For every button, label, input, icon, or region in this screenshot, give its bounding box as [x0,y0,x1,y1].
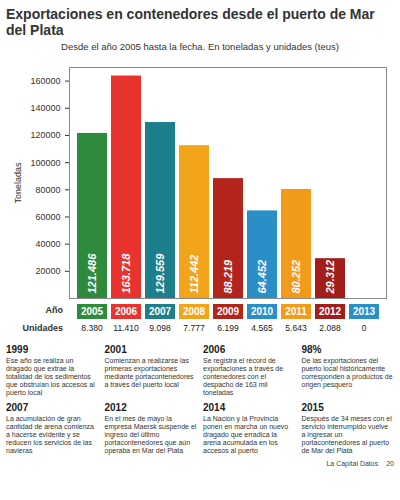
svg-text:112.442: 112.442 [188,255,200,294]
html-text:Exportaciones en contenedores: Exportaciones en contenedores desde el p… [6,6,375,38]
html-text:5.643: 5.643 [285,323,307,333]
svg-text:80.252: 80.252 [290,260,302,294]
html-text:2011: 2011 [285,306,307,317]
html-text:En el mes de mayo la empresa M: En el mes de mayo la empresa Maersk susp… [104,415,197,454]
svg-text:29.312: 29.312 [324,260,336,295]
html-text:La Capital Datos: La Capital Datos [326,460,379,467]
svg-text:64.452: 64.452 [256,260,268,294]
html-text:2006: 2006 [114,306,138,317]
html-text:6.199: 6.199 [217,323,239,333]
html-text:7.777: 7.777 [183,323,205,333]
html-text:2001: 2001 [104,344,127,355]
html-text:Unidades: Unidades [22,323,63,333]
html-text:20: 20 [386,460,394,467]
svg-text:120000: 120000 [30,130,60,140]
html-text:9.098: 9.098 [149,323,171,333]
svg-text:Toneladas: Toneladas [13,162,23,204]
html-text:Ese año se realiza un dragado: Ese año se realiza un dragado que extrae… [6,357,95,396]
html-text:Año: Año [45,305,63,315]
html-text:Comienzan a realizarse las pri: Comienzan a realizarse las primeras expo… [104,357,194,388]
html-text:De las exportaciones del puert: De las exportaciones del puerto local hi… [301,357,393,388]
html-text:2015: 2015 [301,402,324,413]
html-text:2012: 2012 [104,402,127,413]
svg-text:129.559: 129.559 [154,253,166,294]
svg-text:121.486: 121.486 [86,253,98,294]
html-text:4.565: 4.565 [251,323,273,333]
svg-text:160000: 160000 [30,76,60,86]
html-text:2010: 2010 [250,306,274,317]
svg-text:88.219: 88.219 [222,259,234,294]
html-text:2005: 2005 [80,306,104,317]
html-text:2009: 2009 [216,306,240,317]
svg-text:163.718: 163.718 [120,253,132,294]
svg-text:100000: 100000 [30,157,60,167]
svg-text:80000: 80000 [35,185,60,195]
html-text:2006: 2006 [203,344,226,355]
html-text:Se registra el récord de expor: Se registra el récord de exportaciones a… [203,357,284,396]
html-text:2007: 2007 [6,402,29,413]
html-text:2014: 2014 [203,402,226,413]
svg-text:20000: 20000 [35,266,60,276]
html-text:Después de 34 meses con el ser: Después de 34 meses con el servicio inte… [301,415,392,454]
html-text:2.088: 2.088 [319,323,341,333]
html-text:8.380: 8.380 [81,323,103,333]
html-text:Desde el año 2005 hasta la fec: Desde el año 2005 hasta la fecha. En ton… [61,41,339,52]
svg-text:140000: 140000 [30,103,60,113]
html-text:11.410: 11.410 [113,323,139,333]
svg-text:60000: 60000 [35,212,60,222]
html-text:98%: 98% [301,344,322,355]
html-text:2012: 2012 [318,306,342,317]
html-text:1999: 1999 [6,344,29,355]
html-text:La acumulación de gran cantida: La acumulación de gran cantidad de arena… [6,415,94,454]
svg-text:40000: 40000 [35,239,60,249]
html-text:2013: 2013 [352,306,376,317]
html-text:0: 0 [361,323,367,333]
html-text:La Nación y la Provincia ponen: La Nación y la Provincia ponen en marcha… [203,415,289,454]
html-text:2007: 2007 [148,306,172,317]
html-text:2008: 2008 [182,306,206,317]
